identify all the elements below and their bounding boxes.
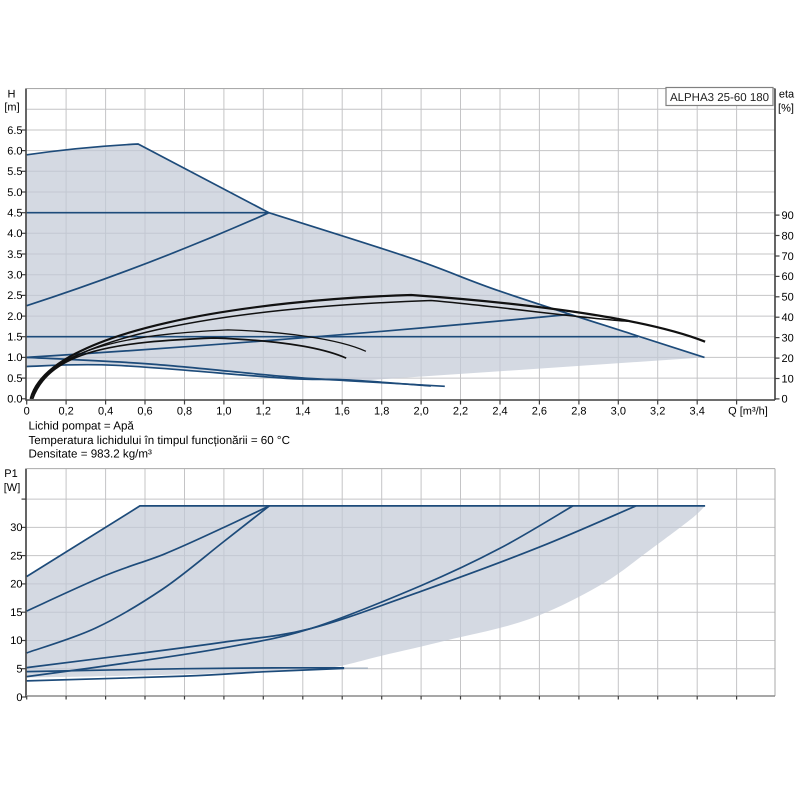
svg-text:[W]: [W] [4,482,21,494]
svg-text:30: 30 [782,332,794,344]
svg-text:2.5: 2.5 [7,290,22,302]
svg-text:0,4: 0,4 [98,406,113,418]
svg-text:20: 20 [782,353,794,365]
svg-text:0,2: 0,2 [58,406,73,418]
svg-text:[%]: [%] [778,103,794,115]
svg-text:80: 80 [782,230,794,242]
svg-text:5: 5 [16,664,22,676]
svg-text:0.0: 0.0 [7,394,22,406]
svg-text:2.0: 2.0 [7,311,22,323]
svg-text:0.5: 0.5 [7,373,22,385]
svg-text:10: 10 [10,635,22,647]
svg-text:3,2: 3,2 [650,406,665,418]
svg-text:1,6: 1,6 [335,406,350,418]
svg-text:Densitate = 983.2 kg/m³: Densitate = 983.2 kg/m³ [29,448,153,461]
svg-text:Temperatura lichidului în timp: Temperatura lichidului în timpul funcțio… [29,434,290,447]
svg-text:6.0: 6.0 [7,145,22,157]
svg-text:10: 10 [782,373,794,385]
svg-text:15: 15 [10,607,22,619]
svg-text:1.0: 1.0 [7,352,22,364]
svg-text:5.0: 5.0 [7,187,22,199]
svg-text:1.5: 1.5 [7,332,22,344]
svg-text:2,2: 2,2 [453,406,468,418]
svg-text:3,4: 3,4 [690,406,705,418]
svg-text:0: 0 [16,692,22,704]
svg-text:3,0: 3,0 [611,406,626,418]
svg-text:5.5: 5.5 [7,166,22,178]
svg-text:4.0: 4.0 [7,228,22,240]
svg-text:[m]: [m] [4,102,19,114]
svg-text:40: 40 [782,312,794,324]
svg-text:6.5: 6.5 [7,125,22,137]
svg-text:25: 25 [10,550,22,562]
svg-text:2,4: 2,4 [492,406,507,418]
svg-text:1,2: 1,2 [256,406,271,418]
svg-text:60: 60 [782,271,794,283]
svg-text:0,8: 0,8 [177,406,192,418]
svg-text:20: 20 [10,579,22,591]
svg-text:70: 70 [782,251,794,263]
svg-text:1,0: 1,0 [216,406,231,418]
svg-text:2,0: 2,0 [413,406,428,418]
svg-text:0: 0 [782,394,788,406]
svg-text:90: 90 [782,210,794,222]
svg-text:P1: P1 [4,468,17,480]
svg-text:1,4: 1,4 [295,406,310,418]
svg-text:0: 0 [24,406,30,418]
svg-text:50: 50 [782,292,794,304]
svg-text:2,6: 2,6 [532,406,547,418]
svg-text:Q [m³/h]: Q [m³/h] [728,406,768,418]
svg-text:30: 30 [10,522,22,534]
svg-text:H: H [8,89,16,101]
svg-text:eta: eta [779,89,795,101]
svg-text:1,8: 1,8 [374,406,389,418]
svg-text:Lichid pompat = Apă: Lichid pompat = Apă [29,420,135,433]
svg-text:0,6: 0,6 [137,406,152,418]
svg-text:4.5: 4.5 [7,208,22,220]
svg-text:3.5: 3.5 [7,249,22,261]
svg-text:2,8: 2,8 [571,406,586,418]
svg-text:3.0: 3.0 [7,270,22,282]
svg-text:ALPHA3 25-60 180: ALPHA3 25-60 180 [670,92,769,104]
